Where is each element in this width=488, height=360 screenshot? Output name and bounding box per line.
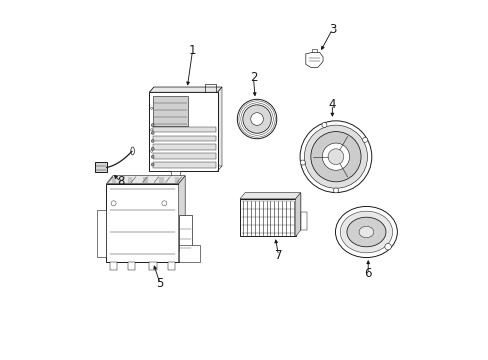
- Bar: [171, 171, 180, 177]
- Circle shape: [362, 137, 367, 142]
- Ellipse shape: [340, 211, 392, 253]
- Polygon shape: [295, 193, 300, 237]
- Text: 5: 5: [156, 278, 163, 291]
- Text: 6: 6: [364, 267, 371, 280]
- Text: 8: 8: [117, 175, 124, 188]
- Bar: [153, 127, 215, 132]
- Bar: [153, 135, 215, 141]
- Circle shape: [151, 163, 154, 166]
- Bar: [95, 162, 106, 172]
- Bar: [153, 87, 222, 166]
- Circle shape: [150, 150, 152, 152]
- Bar: [240, 199, 295, 237]
- Polygon shape: [149, 87, 222, 92]
- Ellipse shape: [131, 147, 134, 155]
- Bar: [300, 212, 306, 230]
- Circle shape: [162, 201, 166, 206]
- Circle shape: [151, 147, 154, 150]
- Circle shape: [333, 188, 338, 193]
- Bar: [149, 262, 156, 270]
- Text: 3: 3: [328, 23, 335, 36]
- Bar: [153, 144, 215, 150]
- Circle shape: [327, 149, 343, 165]
- Bar: [244, 193, 300, 230]
- Circle shape: [304, 125, 367, 188]
- Text: 7: 7: [274, 249, 282, 262]
- Circle shape: [151, 124, 154, 127]
- Bar: [153, 153, 215, 159]
- Bar: [311, 49, 316, 52]
- Bar: [106, 184, 179, 262]
- Ellipse shape: [358, 226, 373, 238]
- Bar: [128, 262, 135, 270]
- Circle shape: [111, 201, 116, 206]
- Circle shape: [322, 143, 349, 170]
- Circle shape: [250, 113, 263, 125]
- Bar: [179, 245, 200, 262]
- Bar: [153, 162, 215, 168]
- Circle shape: [237, 99, 276, 139]
- Circle shape: [300, 160, 305, 165]
- Text: 2: 2: [249, 71, 257, 84]
- Ellipse shape: [346, 217, 385, 247]
- Polygon shape: [305, 52, 323, 67]
- Circle shape: [321, 122, 326, 127]
- Circle shape: [151, 139, 154, 142]
- Circle shape: [310, 132, 360, 182]
- Ellipse shape: [335, 206, 397, 257]
- Circle shape: [243, 105, 271, 133]
- Polygon shape: [179, 176, 185, 262]
- Bar: [149, 92, 217, 171]
- Bar: [97, 210, 106, 257]
- Bar: [168, 262, 175, 270]
- Circle shape: [151, 155, 154, 158]
- Circle shape: [300, 121, 371, 193]
- Bar: [179, 215, 191, 251]
- Polygon shape: [106, 176, 185, 184]
- Polygon shape: [240, 193, 300, 199]
- Bar: [153, 96, 188, 126]
- Text: 1: 1: [188, 44, 196, 57]
- Bar: [110, 262, 117, 270]
- Circle shape: [384, 243, 390, 250]
- Circle shape: [150, 129, 152, 131]
- Text: 4: 4: [328, 98, 335, 111]
- Circle shape: [150, 107, 152, 109]
- Circle shape: [151, 132, 154, 134]
